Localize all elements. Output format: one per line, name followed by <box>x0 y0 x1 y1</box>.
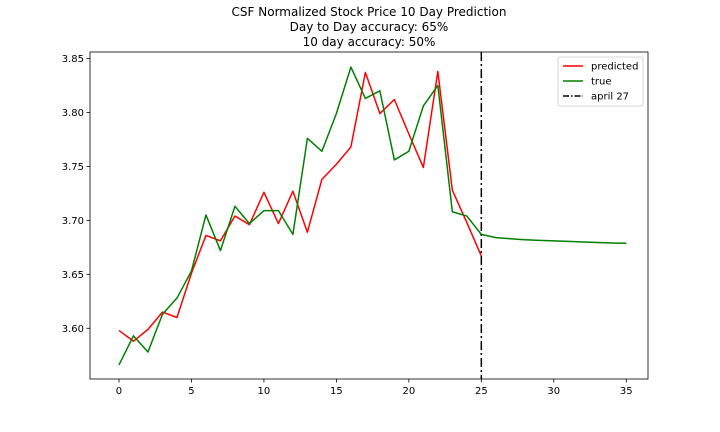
chart-title-line: CSF Normalized Stock Price 10 Day Predic… <box>232 5 507 19</box>
y-tick-label: 3.60 <box>62 324 84 335</box>
legend-label: predicted <box>591 62 638 73</box>
y-tick-label: 3.65 <box>62 270 84 281</box>
x-tick-label: 25 <box>475 386 488 397</box>
x-tick-label: 35 <box>620 386 633 397</box>
y-tick-label: 3.80 <box>62 108 84 119</box>
legend-label: true <box>591 77 612 88</box>
x-tick-label: 15 <box>330 386 343 397</box>
x-axis: 0 5 10 15 20 25 30 35 <box>116 379 633 397</box>
x-tick-label: 5 <box>188 386 194 397</box>
x-tick-label: 20 <box>402 386 415 397</box>
series-line-true <box>118 66 627 366</box>
chart-title-line: Day to Day accuracy: 65% <box>290 20 449 34</box>
chart-title-line: 10 day accuracy: 50% <box>303 35 436 49</box>
legend: predicted true april 27 <box>557 56 644 107</box>
x-tick-label: 10 <box>258 386 271 397</box>
plot-area <box>89 51 649 380</box>
x-tick-label: 0 <box>116 386 122 397</box>
legend-box <box>557 56 644 107</box>
y-axis: 3.60 3.65 3.70 3.75 3.80 3.85 <box>62 54 90 335</box>
y-tick-label: 3.75 <box>62 162 84 173</box>
series-layer <box>118 66 627 366</box>
x-tick-label: 30 <box>547 386 560 397</box>
series-line-predicted <box>118 70 483 342</box>
legend-label: april 27 <box>591 92 629 103</box>
chart-title: CSF Normalized Stock Price 10 Day Predic… <box>232 5 507 49</box>
y-tick-label: 3.70 <box>62 216 84 227</box>
y-tick-label: 3.85 <box>62 54 84 65</box>
